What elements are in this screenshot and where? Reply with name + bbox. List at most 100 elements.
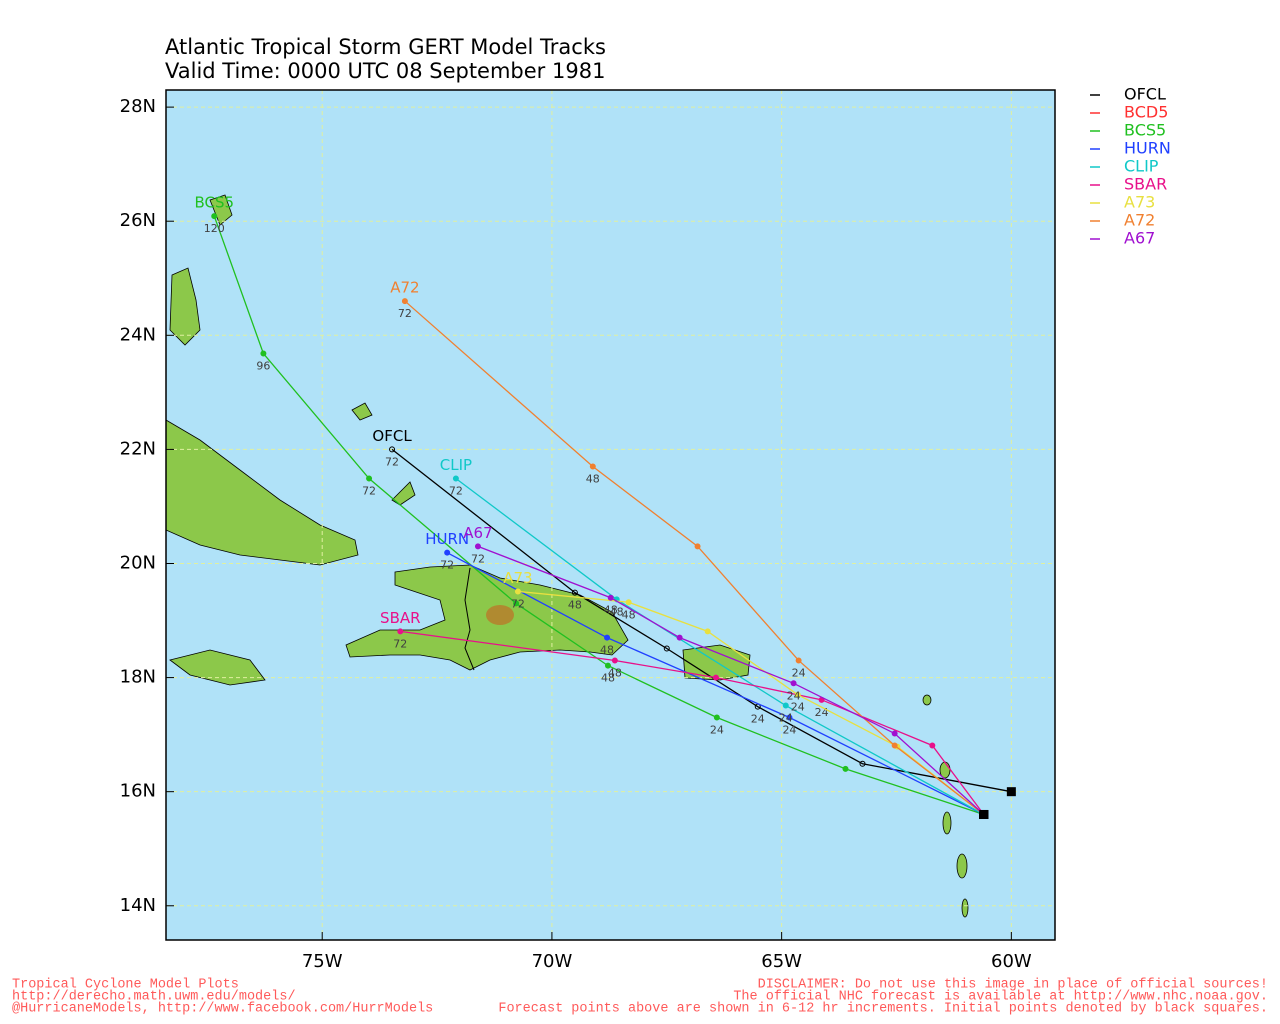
hour-label: 48 xyxy=(610,605,624,618)
hour-label: 24 xyxy=(710,724,724,737)
footer-right: Forecast points above are shown in 6-12 … xyxy=(498,1002,1268,1017)
initial-point xyxy=(979,809,989,819)
track-line xyxy=(400,630,985,815)
forecast-point xyxy=(401,298,408,305)
forecast-point xyxy=(713,714,720,721)
chart-subtitle: Valid Time: 0000 UTC 08 September 1981 xyxy=(165,59,605,83)
model-label: CLIP xyxy=(440,456,472,474)
x-tick-label: 60W xyxy=(991,951,1032,972)
hour-label: 24 xyxy=(782,724,796,737)
model-label: A73 xyxy=(503,569,532,587)
hour-label: 24 xyxy=(791,701,805,714)
footer-right: DISCLAIMER: Do not use this image in pla… xyxy=(758,978,1268,993)
hour-label: 24 xyxy=(792,666,806,679)
hour-label: 48 xyxy=(622,608,636,621)
forecast-point xyxy=(611,657,618,664)
hour-label: 72 xyxy=(385,455,399,468)
martinique xyxy=(942,811,952,835)
jamaica xyxy=(169,649,266,686)
model-label: A67 xyxy=(463,524,492,542)
forecast-point xyxy=(786,714,793,721)
legend-label: CLIP xyxy=(1124,157,1159,176)
forecast-point xyxy=(604,634,611,641)
forecast-point xyxy=(397,628,404,635)
hour-label: 24 xyxy=(751,713,765,726)
track-line xyxy=(455,477,985,816)
model-label: BCS5 xyxy=(194,194,234,212)
legend-label: OFCL xyxy=(1124,85,1166,104)
forecast-point xyxy=(474,543,481,550)
track-line xyxy=(446,552,985,816)
forecast-point xyxy=(794,691,801,698)
y-tick-label: 20N xyxy=(120,552,156,573)
tracks: 244872OFCL24487296120BCS5244872HURN24487… xyxy=(194,194,1016,819)
forecast-point xyxy=(782,702,789,709)
forecast-point xyxy=(676,634,683,641)
forecast-point xyxy=(366,475,373,482)
legend-label: A72 xyxy=(1124,211,1155,230)
y-tick-label: 16N xyxy=(120,781,156,802)
hour-label: 48 xyxy=(601,672,615,685)
forecast-point xyxy=(891,730,898,737)
y-tick-label: 26N xyxy=(120,210,156,231)
hour-label: 72 xyxy=(393,637,407,650)
hour-label: 72 xyxy=(398,307,412,320)
initial-point xyxy=(1006,787,1016,797)
y-tick-label: 22N xyxy=(120,438,156,459)
mountains xyxy=(486,605,514,625)
forecast-point xyxy=(589,463,596,470)
forecast-point xyxy=(260,350,267,357)
forecast-point xyxy=(514,588,521,595)
forecast-point xyxy=(842,765,849,772)
hour-label: 24 xyxy=(787,689,801,702)
footer-left: Tropical Cyclone Model Plots xyxy=(12,978,239,993)
chart-title: Atlantic Tropical Storm GERT Model Track… xyxy=(165,35,606,59)
forecast-point xyxy=(929,742,936,749)
hour-label: 48 xyxy=(586,473,600,486)
forecast-point xyxy=(604,662,611,669)
st-lucia xyxy=(956,853,968,879)
track-line xyxy=(404,300,985,816)
model-label: SBAR xyxy=(380,609,421,627)
footer-left: @HurricaneModels, http://www.facebook.co… xyxy=(12,1002,433,1017)
andros xyxy=(169,267,201,346)
plot-frame xyxy=(165,89,1056,941)
model-label: OFCL xyxy=(372,427,412,445)
forecast-point xyxy=(607,594,614,601)
border xyxy=(464,567,475,671)
y-tick-label: 28N xyxy=(120,96,156,117)
hour-label: 72 xyxy=(440,559,454,572)
forecast-point xyxy=(790,680,797,687)
legend-label: BCD5 xyxy=(1124,103,1168,122)
footer-right: The official NHC forecast is available a… xyxy=(733,990,1268,1005)
y-tick-label: 24N xyxy=(120,324,156,345)
footer-left: http://derecho.math.uwm.edu/models/ xyxy=(12,990,296,1005)
forecast-point xyxy=(571,589,578,596)
legend-label: SBAR xyxy=(1124,175,1167,194)
legend-label: A67 xyxy=(1124,229,1155,248)
x-tick-label: 65W xyxy=(761,951,802,972)
cuba xyxy=(165,419,359,566)
forecast-point xyxy=(389,446,396,453)
ocean xyxy=(166,90,1055,940)
model-label: HURN xyxy=(425,530,469,548)
forecast-point xyxy=(859,760,866,767)
hour-label: 48 xyxy=(568,599,582,612)
forecast-point xyxy=(704,628,711,635)
hour-label: 48 xyxy=(600,644,614,657)
y-tick-label: 18N xyxy=(120,667,156,688)
forecast-point xyxy=(712,674,719,681)
grid xyxy=(166,90,1055,940)
forecast-point xyxy=(452,475,459,482)
land xyxy=(165,194,969,918)
hour-label: 120 xyxy=(204,222,225,235)
track-line xyxy=(213,215,984,816)
forecast-point xyxy=(513,600,520,607)
legend-label: A73 xyxy=(1124,193,1155,212)
forecast-point xyxy=(891,742,898,749)
antigua xyxy=(922,694,932,706)
st-vincent xyxy=(961,898,969,918)
model-label: A72 xyxy=(390,279,419,297)
